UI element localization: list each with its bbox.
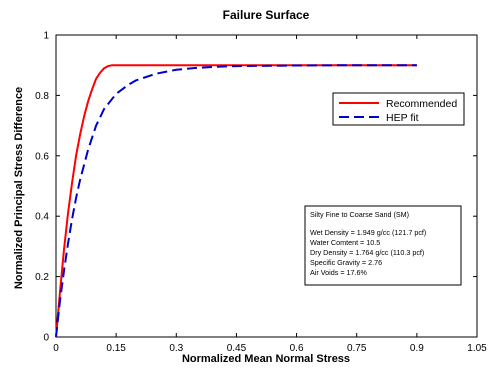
x-tick-label: 0.6 [290,343,304,354]
x-tick-label: 0 [53,343,59,354]
y-tick-label: 1 [43,31,49,42]
series-line-recommended [55,64,417,338]
series-layer [55,64,417,338]
info-line-dry-density: Dry Density = 1.764 g/cc (110.3 pcf) [310,248,424,257]
x-tick-label: 0.15 [106,343,126,354]
legend-label-hep-fit: HEP fit [386,112,419,124]
y-axis-ticks: 0 0.2 0.4 0.6 0.8 1 [35,31,477,344]
x-tick-label: 0.3 [169,343,183,354]
legend-label-recommended: Recommended [386,98,457,110]
x-tick-label: 0.9 [410,343,424,354]
legend: Recommended HEP fit [332,92,465,126]
info-line-wet-density: Wet Density = 1.949 g/cc (121.7 pcf) [310,228,426,237]
y-tick-label: 0 [43,333,49,344]
material-info-box: Silty Fine to Coarse Sand (SM) Wet Densi… [304,205,462,286]
legend-box [332,92,465,126]
y-axis-label: Normalized Principal Stress Difference [13,87,25,289]
info-box-title: Silty Fine to Coarse Sand (SM) [310,210,409,219]
y-tick-label: 0.4 [35,212,49,223]
x-tick-label: 0.45 [227,343,247,354]
x-tick-label: 0.75 [347,343,367,354]
info-line-specific-gravity: Specific Gravity = 2.76 [310,258,382,267]
y-tick-label: 0.6 [35,151,49,162]
plot-area [55,34,478,338]
info-line-air-voids: Air Voids = 17.6% [310,268,368,277]
y-tick-label: 0.2 [35,272,49,283]
x-axis-label: Normalized Mean Normal Stress [182,353,350,365]
y-tick-label: 0.8 [35,91,49,102]
chart-title: Failure Surface [223,8,310,22]
x-tick-label: 1.05 [467,343,487,354]
x-axis-ticks: 0 0.15 0.3 0.45 0.6 0.75 0.9 1.05 [53,35,487,354]
info-box-frame [304,205,462,286]
info-line-water-content: Water Comtent = 10.5 [310,238,380,247]
